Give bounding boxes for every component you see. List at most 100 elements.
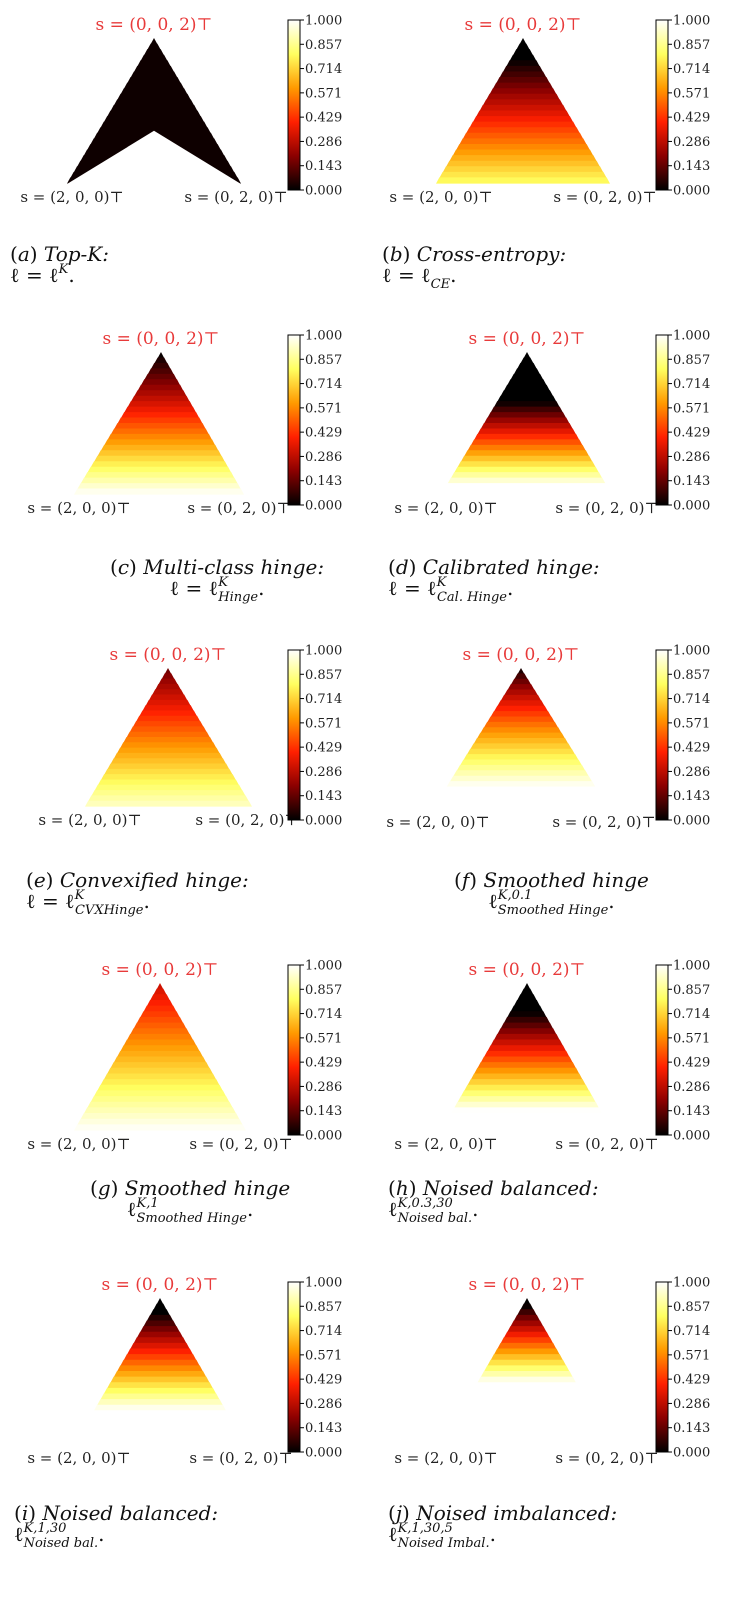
heat-band	[154, 357, 168, 364]
loss-subscript: Noised Imbal.	[397, 1536, 490, 1551]
colorbar-tick-label: 0.286	[305, 450, 342, 465]
colorbar-tick-label: 0.429	[673, 1056, 710, 1071]
caption-loss-line: ℓ = ℓKHinge.	[110, 575, 324, 605]
heat-band	[476, 110, 570, 117]
vertex-label-top: s = (0, 0, 2)⊤	[462, 645, 579, 665]
heat-band	[117, 1365, 203, 1372]
colorbar-tick-label: 0.286	[673, 1397, 710, 1412]
panel-label: b	[389, 242, 403, 266]
heat-band	[482, 99, 564, 106]
heat-band	[130, 395, 190, 402]
colorbar-tick-label: 0.571	[305, 86, 342, 101]
vertex-label-top: s = (0, 0, 2)⊤	[101, 960, 218, 980]
heat-band	[114, 423, 206, 430]
heat-band	[83, 1107, 237, 1114]
heat-band	[460, 759, 582, 766]
colorbar-tick-label: 0.429	[305, 111, 342, 126]
heat-band	[120, 1045, 200, 1052]
colorbar-tick-label: 0.571	[305, 401, 342, 416]
heat-band	[497, 1342, 557, 1350]
loss-superscript: K	[58, 262, 69, 277]
heat-band	[472, 116, 574, 123]
arrow-notch	[67, 130, 241, 184]
heat-band	[436, 797, 606, 804]
heat-band	[484, 1365, 570, 1372]
panel-f: s = (0, 0, 2)⊤ s = (2, 0, 0)⊤ s = (0, 2, 0…	[386, 644, 710, 832]
heat-band	[144, 373, 177, 380]
heat-band	[90, 1410, 230, 1417]
heat-band	[484, 417, 570, 424]
heat-band	[74, 1438, 246, 1445]
heat-band	[103, 1387, 217, 1395]
caption-title-line: (b) Cross-entropy:	[382, 242, 567, 266]
heat-band	[152, 689, 185, 696]
colorbar-tick-label: 0.143	[673, 1421, 710, 1436]
heat-band	[120, 1359, 200, 1366]
loss-subscript: Noised bal.	[397, 1211, 473, 1226]
heat-band	[473, 738, 569, 744]
simplex-heatmap	[74, 1298, 246, 1445]
heat-band	[492, 82, 554, 89]
heat-band	[127, 401, 193, 408]
colorbar-tick-label: 0.571	[673, 401, 710, 416]
caption-title: Convexified hinge:	[59, 868, 249, 892]
heat-band	[510, 1005, 544, 1012]
loss-end: .	[68, 263, 75, 287]
caption-b: (b) Cross-entropy: ℓ = ℓCE.	[382, 242, 567, 293]
panel-a: s = (0, 0, 2)⊤ s = (2, 0, 0)⊤ s = (0, 2, 0…	[20, 14, 342, 207]
caption-title-line: (e) Convexified hinge:	[26, 868, 249, 892]
loss-end: .	[472, 1197, 479, 1221]
heat-band	[153, 1303, 167, 1310]
heat-band	[500, 694, 542, 701]
colorbar-tick-label: 0.000	[305, 499, 342, 514]
colorbar-tick-label: 0.714	[673, 1324, 710, 1339]
caption-loss-line: ℓK,1,30Noised bal..	[14, 1521, 218, 1551]
vertex-label-right: s = (0, 2, 0)⊤	[555, 499, 658, 517]
heat-band	[133, 65, 175, 73]
vertex-label-left: s = (2, 0, 0)⊤	[386, 813, 489, 831]
heat-band	[146, 999, 174, 1007]
heat-band	[91, 790, 246, 796]
heat-band	[490, 406, 563, 413]
caption-j: (j) Noised imbalanced: ℓK,1,30,5Noised Im…	[388, 1503, 617, 1552]
panel-label: f	[461, 868, 470, 892]
heat-band	[100, 1393, 220, 1400]
colorbar-tick-label: 0.143	[673, 474, 710, 489]
heat-band	[136, 1016, 184, 1024]
heat-band	[520, 357, 534, 364]
heat-band	[490, 1039, 563, 1046]
heat-band	[133, 1337, 187, 1344]
heat-band	[85, 800, 252, 807]
heat-band	[507, 1326, 547, 1333]
panel-d: s = (0, 0, 2)⊤ s = (2, 0, 0)⊤ s = (0, 2, 0…	[394, 329, 710, 518]
heat-band	[88, 795, 249, 802]
heat-band	[442, 166, 604, 173]
heat-band	[140, 54, 168, 61]
heat-band	[107, 763, 230, 770]
loss-superscript: K,1,30	[23, 1521, 67, 1536]
colorbar-tick-label: 0.714	[673, 1007, 710, 1022]
heat-band	[467, 444, 586, 451]
colorbar-tick-label: 0.714	[305, 692, 342, 707]
heat-band	[97, 1084, 223, 1092]
heat-band	[474, 1382, 580, 1389]
loss-symbol: ℓ = ℓ	[10, 263, 59, 287]
caption-title: Noised balanced:	[42, 1501, 219, 1525]
heat-band	[130, 1342, 190, 1350]
vertex-label-top: s = (0, 0, 2)⊤	[468, 960, 585, 980]
heat-band	[510, 373, 544, 380]
heat-band	[523, 1298, 531, 1305]
heat-band	[444, 483, 609, 490]
caption-f: (f) Smoothed hinge ℓK,0.1Smoothed Hinge.	[454, 868, 649, 919]
heat-band	[487, 1045, 567, 1052]
heat-band	[490, 1354, 563, 1361]
loss-subscript: Hinge	[218, 590, 259, 605]
heat-band	[77, 1432, 243, 1439]
colorbar-tick-label: 1.000	[673, 329, 710, 344]
heat-band	[490, 711, 552, 718]
heat-band	[477, 1376, 577, 1383]
loss-end: .	[608, 889, 615, 913]
colorbar-tick-label: 0.571	[673, 716, 710, 731]
heat-band	[519, 38, 527, 45]
loss-symbol: ℓ	[388, 1522, 398, 1546]
